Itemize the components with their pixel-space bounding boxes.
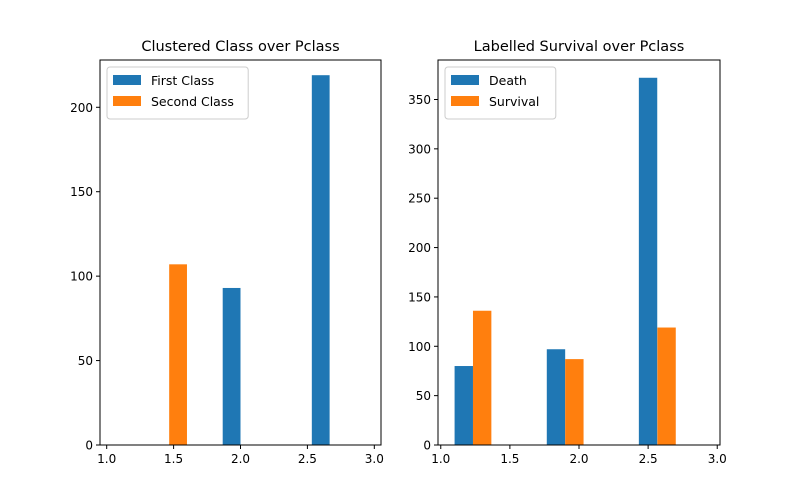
y-tick-label: 100 [408, 340, 431, 354]
legend-label: First Class [151, 73, 214, 88]
y-tick-label: 150 [70, 185, 93, 199]
chart-title: Labelled Survival over Pclass [474, 39, 685, 55]
x-tick-label: 1.0 [431, 452, 450, 466]
bars-group [169, 75, 330, 446]
bar-first-class [222, 287, 241, 445]
legend-swatch [451, 96, 479, 106]
y-tick-label: 0 [423, 439, 431, 453]
x-tick-label: 3.0 [365, 452, 384, 466]
plot-frame [437, 59, 721, 446]
x-tick-label: 2.5 [639, 452, 658, 466]
y-tick-label: 350 [408, 93, 431, 107]
x-tick-label: 1.5 [164, 452, 183, 466]
y-tick-label: 0 [85, 439, 93, 453]
x-tick-label: 1.5 [500, 452, 519, 466]
plot-frame [99, 59, 382, 446]
legend-swatch [113, 75, 141, 85]
y-tick-label: 200 [70, 101, 93, 115]
y-tick-label: 50 [78, 354, 93, 368]
legend-label: Survival [489, 94, 539, 109]
chart-title: Clustered Class over Pclass [141, 39, 339, 55]
y-axis-ticks: 0 50 100 150 200 250 300 350 [408, 93, 438, 453]
x-tick-label: 1.0 [97, 452, 116, 466]
y-tick-label: 300 [408, 142, 431, 156]
bar-second-class [169, 264, 187, 445]
legend-swatch [113, 96, 141, 106]
y-tick-label: 250 [408, 192, 431, 206]
bars-group [454, 77, 676, 446]
bar-survival [565, 359, 584, 445]
y-tick-label: 100 [70, 270, 93, 284]
bar-first-class [311, 75, 330, 446]
chart-panel-labelled-survival: Labelled Survival over Pclass 1.0 1.5 2.0 2… [408, 39, 727, 466]
legend-label: Death [489, 73, 527, 88]
bar-survival [472, 310, 492, 445]
y-tick-label: 150 [408, 290, 431, 304]
x-axis-ticks: 1.0 1.5 2.0 2.5 3.0 [97, 445, 384, 466]
chart-panel-clustered-class: Clustered Class over Pclass 1.0 1.5 2.0 2.5… [70, 39, 384, 466]
y-tick-label: 200 [408, 241, 431, 255]
bar-death [638, 77, 658, 446]
bar-death [546, 349, 566, 445]
legend-swatch [451, 75, 479, 85]
legend-box [106, 66, 249, 120]
x-tick-label: 2.0 [569, 452, 588, 466]
bar-survival [657, 327, 676, 445]
legend-label: Second Class [151, 94, 234, 109]
x-tick-label: 3.0 [708, 452, 727, 466]
x-tick-label: 2.0 [231, 452, 250, 466]
legend: First Class Second Class [106, 66, 249, 120]
legend: Death Survival [444, 66, 557, 120]
y-tick-label: 50 [416, 389, 431, 403]
x-tick-label: 2.5 [298, 452, 317, 466]
y-axis-ticks: 0 50 100 150 200 [70, 101, 100, 453]
bar-death [454, 366, 473, 445]
x-axis-ticks: 1.0 1.5 2.0 2.5 3.0 [431, 445, 727, 466]
